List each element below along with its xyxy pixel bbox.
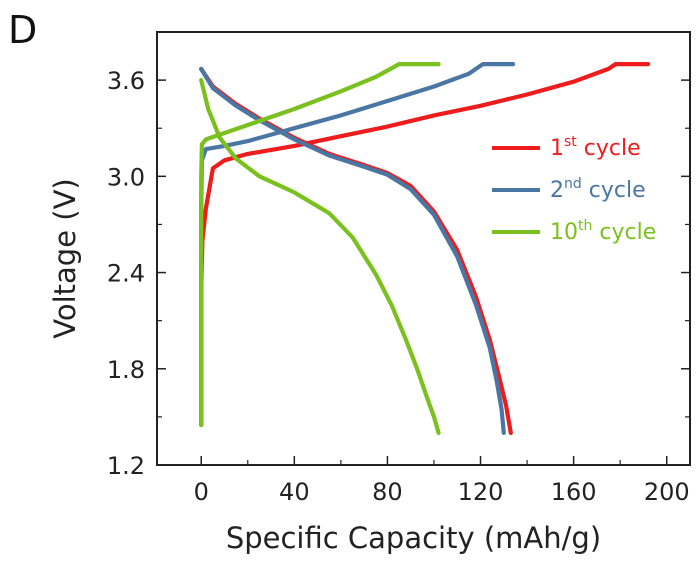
plot-frame bbox=[156, 31, 691, 466]
y-tick-label: 1.8 bbox=[107, 356, 145, 384]
tick-labels: 0 40 80 120 160 200 1.2 1.8 2.4 3.0 3.6 bbox=[107, 67, 690, 506]
y-tick-label: 3.6 bbox=[107, 67, 145, 95]
panel-label: D bbox=[8, 8, 38, 52]
y-axis-label: Voltage (V) bbox=[48, 178, 82, 338]
series-line-1-charge bbox=[199, 61, 651, 427]
series-line-3-charge bbox=[199, 61, 441, 427]
legend-label: 2nd cycle bbox=[550, 176, 646, 203]
y-tick-label: 2.4 bbox=[107, 260, 145, 288]
x-axis-label: Specific Capacity (mAh/g) bbox=[226, 521, 601, 555]
legend-label: 10th cycle bbox=[550, 218, 656, 245]
y-tick-label: 3.0 bbox=[107, 163, 145, 191]
y-tick-label: 1.2 bbox=[107, 452, 145, 480]
series-line-2-discharge bbox=[199, 66, 506, 435]
x-tick-label: 200 bbox=[644, 478, 690, 506]
legend: 1st cycle 2nd cycle 10th cycle bbox=[492, 134, 656, 245]
x-tick-label: 120 bbox=[458, 478, 504, 506]
x-tick-label: 0 bbox=[194, 478, 209, 506]
x-tick-label: 80 bbox=[372, 478, 403, 506]
series-line-3-discharge bbox=[199, 78, 441, 435]
x-tick-label: 160 bbox=[551, 478, 597, 506]
curves bbox=[199, 61, 651, 435]
x-tick-label: 40 bbox=[279, 478, 310, 506]
legend-label: 1st cycle bbox=[550, 134, 641, 161]
